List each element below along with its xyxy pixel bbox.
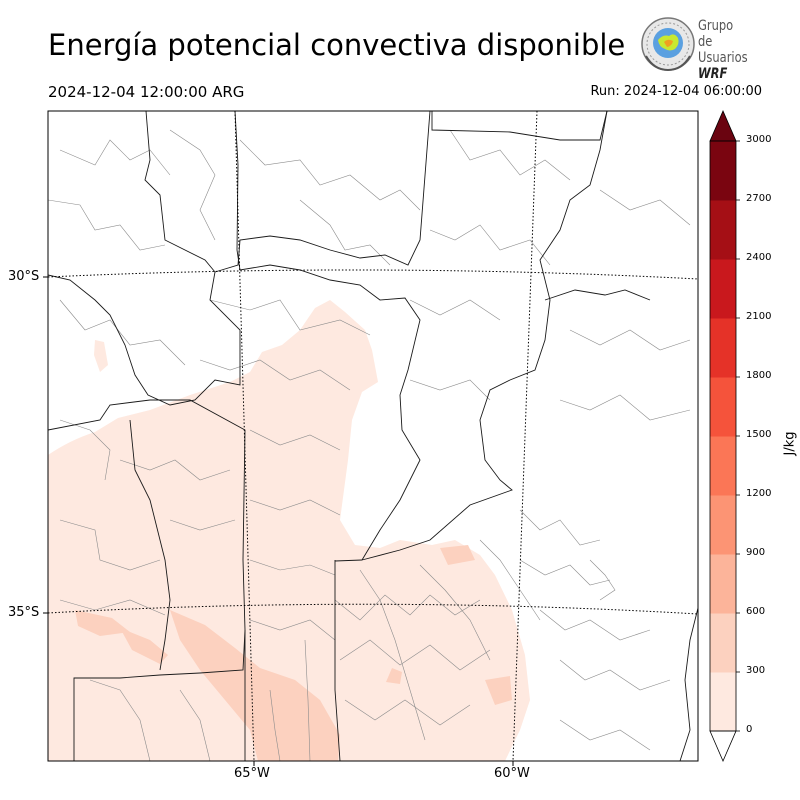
map-frame (47, 110, 699, 762)
colorbar-segment (710, 259, 736, 319)
lon-label-60w: 60°W (494, 766, 530, 781)
colorbar-tick-label: 2700 (746, 193, 772, 204)
colorbar-segment (710, 554, 736, 614)
graticule (48, 111, 698, 761)
colorbar-tick-label: 2100 (746, 311, 772, 322)
colorbar-tick-label: 1800 (746, 370, 772, 381)
colorbar-segment (710, 436, 736, 496)
logo-text: Grupo de Usuarios WRF (698, 18, 748, 82)
province-boundaries (48, 111, 698, 761)
run-time: Run: 2024-12-04 06:00:00 (590, 84, 762, 99)
colorbar-segment (710, 672, 736, 732)
colorbar-tick-label: 1200 (746, 488, 772, 499)
valid-time: 2024-12-04 12:00:00 ARG (48, 83, 245, 101)
lat-label-30s: 30°S (8, 269, 40, 284)
colorbar-units: J/kg (782, 431, 798, 456)
department-boundaries (48, 129, 691, 761)
colorbar-tick-label: 2400 (746, 252, 772, 263)
lat-label-35s: 35°S (8, 605, 40, 620)
colorbar-tick-label: 0 (746, 724, 753, 735)
page-title: Energía potencial convectiva disponible (48, 28, 626, 62)
colorbar (709, 109, 740, 763)
colorbar-tick-label: 600 (746, 606, 766, 617)
colorbar-extend-min (709, 730, 737, 763)
colorbar-segment (710, 200, 736, 260)
colorbar-segment (710, 377, 736, 437)
colorbar-segment (710, 318, 736, 378)
cape-fill-level-0 (48, 300, 530, 761)
colorbar-tick-label: 3000 (746, 134, 772, 145)
colorbar-tick-label: 1500 (746, 429, 772, 440)
colorbar-extend-max (709, 109, 737, 142)
grupo-usuarios-wrf-logo: Grupo de Usuarios WRF (640, 16, 760, 82)
lon-label-65w: 65°W (234, 766, 270, 781)
colorbar-segment (710, 613, 736, 673)
colorbar-segment (710, 141, 736, 201)
globe-seal-icon (641, 17, 695, 72)
cape-fill-level-1 (75, 545, 512, 761)
colorbar-tick-label: 300 (746, 665, 766, 676)
colorbar-tick-label: 900 (746, 547, 766, 558)
colorbar-segment (710, 495, 736, 555)
